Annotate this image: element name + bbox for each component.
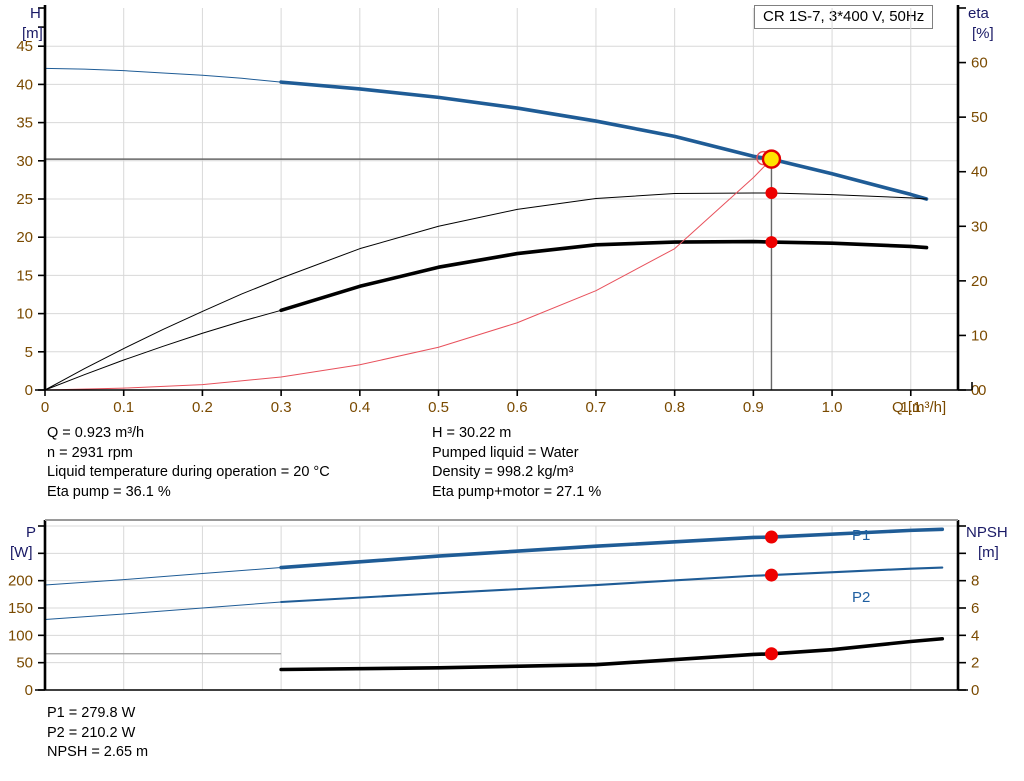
- info-n: n = 2931 rpm: [47, 444, 133, 461]
- eta-tick-label: 20: [971, 273, 988, 290]
- h-tick-label: 30: [16, 153, 33, 170]
- q-tick-label: 1.0: [822, 399, 843, 416]
- info-density: Density = 998.2 kg/m³: [432, 464, 574, 480]
- power-npsh-chart: 0 50 100 150 200 0 2 4 6 8: [8, 519, 979, 699]
- p-tick-label: 100: [8, 627, 33, 644]
- eta-tick-label: 10: [971, 327, 988, 344]
- duty-dot-p1: [764, 530, 778, 544]
- npsh-tick-label: 0: [971, 682, 979, 699]
- h-tick-label: 0: [25, 382, 33, 399]
- info-eta-pump-motor: Eta pump+motor = 27.1 %: [432, 483, 602, 500]
- head-eta-chart: 0 5 10 15 20 25 30 35 40 45 0 10 20 30 40 50 60 0 0.1 0.2 0.…: [16, 5, 988, 416]
- info-p1: P1 = 279.8 W: [47, 705, 136, 721]
- eta-duty-dot: [765, 236, 778, 249]
- q-tick-label: 0.9: [743, 399, 764, 416]
- curve-eta-pump-motor-thin: [44, 277, 282, 391]
- eta-zero-label: 0: [978, 382, 986, 399]
- curve-system-duty-red-curve: [44, 158, 772, 391]
- q-tick-label: 0.2: [192, 399, 213, 416]
- h-tick-label: 45: [16, 38, 33, 55]
- info-q: Q = 0.923 m³/h: [47, 425, 145, 441]
- h-tick-label: 40: [16, 76, 33, 93]
- eta-tick-label: 0: [971, 382, 979, 399]
- pump-title-box: CR 1S-7, 3*400 V, 50Hz: [754, 5, 934, 29]
- info-temp: Liquid temperature during operation = 20…: [47, 464, 330, 480]
- q-tick-label: 0.1: [113, 399, 134, 416]
- p-tick-label: 200: [8, 573, 33, 590]
- curve-p2: [280, 566, 944, 604]
- npsh-tick-label: 6: [971, 600, 979, 617]
- curve-p1: [279, 527, 945, 570]
- q-tick-label: 0: [41, 399, 49, 416]
- curve-p2-thin: [44, 601, 282, 620]
- curve-head-h-thin-extension: [44, 67, 282, 83]
- npsh-tick-label: 2: [971, 655, 979, 672]
- duty-dot-p2: [764, 568, 778, 582]
- info-liquid: Pumped liquid = Water: [432, 444, 579, 461]
- q-tick-label: 0.3: [271, 399, 292, 416]
- npsh-tick-label: 4: [971, 627, 979, 644]
- eta-tick-label: 40: [971, 164, 988, 181]
- duty-point-info-left: Q = 0.923 m³/h n = 2931 rpm Liquid tempe…: [47, 424, 330, 502]
- q-tick-label: 1.1: [900, 399, 921, 416]
- eta-tick-label: 30: [971, 218, 988, 235]
- curve-eta-pump-upper-black-duty: [280, 192, 928, 279]
- q-tick-label: 0.5: [428, 399, 449, 416]
- h-tick-label: 20: [16, 229, 33, 246]
- h-tick-label: 35: [16, 115, 33, 132]
- curve-eta-pump-upper-black-thin: [44, 309, 282, 391]
- info-h: H = 30.22 m: [432, 425, 512, 441]
- info-eta-pump: Eta pump = 36.1 %: [47, 483, 171, 500]
- curve-npsh: [279, 636, 945, 672]
- duty-point-marker[interactable]: [761, 149, 782, 169]
- pump-title-text: CR 1S-7, 3*400 V, 50Hz: [763, 8, 925, 25]
- power-info: P1 = 279.8 W P2 = 210.2 W NPSH = 2.65 m: [47, 704, 148, 763]
- q-tick-label: 0.8: [664, 399, 685, 416]
- curve-p1-thin: [44, 567, 282, 586]
- h-tick-label: 25: [16, 191, 33, 208]
- h-tick-label: 10: [16, 306, 33, 323]
- npsh-tick-label: 8: [971, 573, 979, 590]
- eta-duty-dot: [765, 186, 778, 199]
- curve-eta-pump-motor-duty: [279, 239, 929, 313]
- q-tick-label: 0.6: [507, 399, 528, 416]
- duty-dot-npsh: [764, 647, 778, 661]
- p-tick-label: 0: [25, 682, 33, 699]
- h-tick-label: 15: [16, 267, 33, 284]
- p-tick-label: 50: [16, 655, 33, 672]
- info-npsh: NPSH = 2.65 m: [47, 744, 149, 760]
- q-tick-label: 0.4: [349, 399, 370, 416]
- q-tick-label: 0.7: [586, 399, 607, 416]
- eta-tick-label: 50: [971, 109, 988, 126]
- p-tick-label: 150: [8, 600, 33, 617]
- eta-tick-label: 60: [971, 55, 988, 72]
- curve-head-h-duty-range: [279, 80, 929, 201]
- h-tick-label: 5: [25, 344, 33, 361]
- info-p2: P2 = 210.2 W: [47, 724, 136, 741]
- duty-point-info-right: H = 30.22 m Pumped liquid = Water Densit…: [432, 424, 601, 502]
